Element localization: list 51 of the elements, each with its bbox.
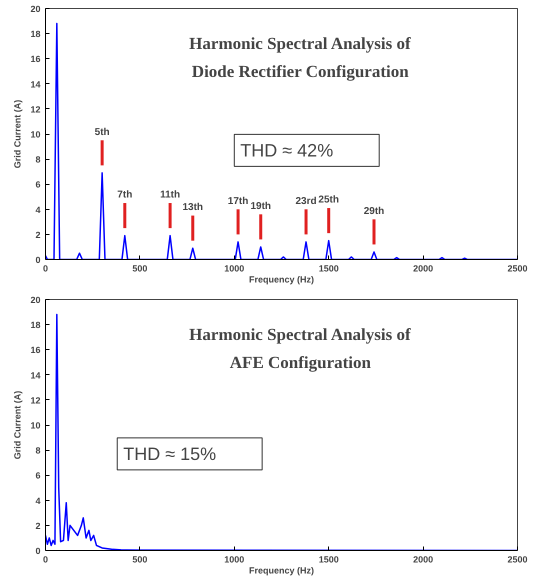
x-tick-label: 2500 [507,554,528,564]
x-tick-label: 0 [42,554,48,564]
annotation: 13th [182,202,204,214]
y-tick-label: 10 [30,420,41,430]
text: Harmonic Spectral Analysis of AFE Configuration [189,325,411,372]
annotation: 11th [160,190,180,201]
y-tick-label: 4 [35,496,41,506]
x-tick-label: 0 [42,264,48,274]
y-tick-label: 12 [30,395,41,406]
y-tick-label: 16 [30,345,41,356]
x-axis-title: Frequency (Hz) [248,566,314,576]
y-tick-label: 0 [35,255,41,265]
y-tick-label: 4 [35,204,41,215]
x-tick-label: 2000 [413,554,434,564]
y-tick-label: 0 [35,546,41,556]
y-tick-label: 12 [30,104,41,114]
y-tick-label: 6 [35,180,41,190]
y-axis-title: Grid Current (A) [12,100,22,168]
annotation: 7th [117,190,132,201]
annotation: 25th [318,194,339,206]
y-tick-label: 20 [30,4,41,14]
x-tick-label: 2000 [413,264,434,274]
y-tick-label: 2 [35,230,41,240]
y-tick-label: 14 [30,370,41,380]
x-tick-label: 500 [132,554,148,564]
y-tick-label: 18 [30,29,41,40]
y-tick-label: 14 [30,79,41,90]
x-tick-label: 1000 [224,554,244,564]
y-tick-label: 2 [35,520,41,531]
y-tick-label: 6 [35,470,41,481]
x-tick-label: 1500 [318,264,339,274]
annotation: 29th [364,206,384,217]
y-tick-label: 18 [30,320,41,330]
annotation: 5th [94,126,110,138]
y-tick-label: 10 [30,130,41,140]
annotation: 17th [228,196,248,207]
x-tick-label: 500 [132,264,148,274]
x-tick-label: 1500 [318,554,339,564]
annotation: THD ≈ 15% [123,444,216,464]
annotation: THD ≈ 42% [240,140,334,160]
y-tick-label: 8 [35,154,41,165]
text: Harmonic Spectral Analysis of Diode Rectifier Configuration [189,34,411,81]
annotation: 19th [250,200,272,212]
x-axis-title: Frequency (Hz) [248,274,314,284]
y-axis-title: Grid Current (A) [12,390,22,460]
y-tick-label: 20 [30,295,41,305]
annotation: 23rd [295,196,317,207]
y-tick-label: 8 [35,446,41,456]
x-tick-label: 1000 [224,264,244,274]
x-tick-label: 2500 [507,264,528,274]
y-tick-label: 16 [30,54,41,64]
